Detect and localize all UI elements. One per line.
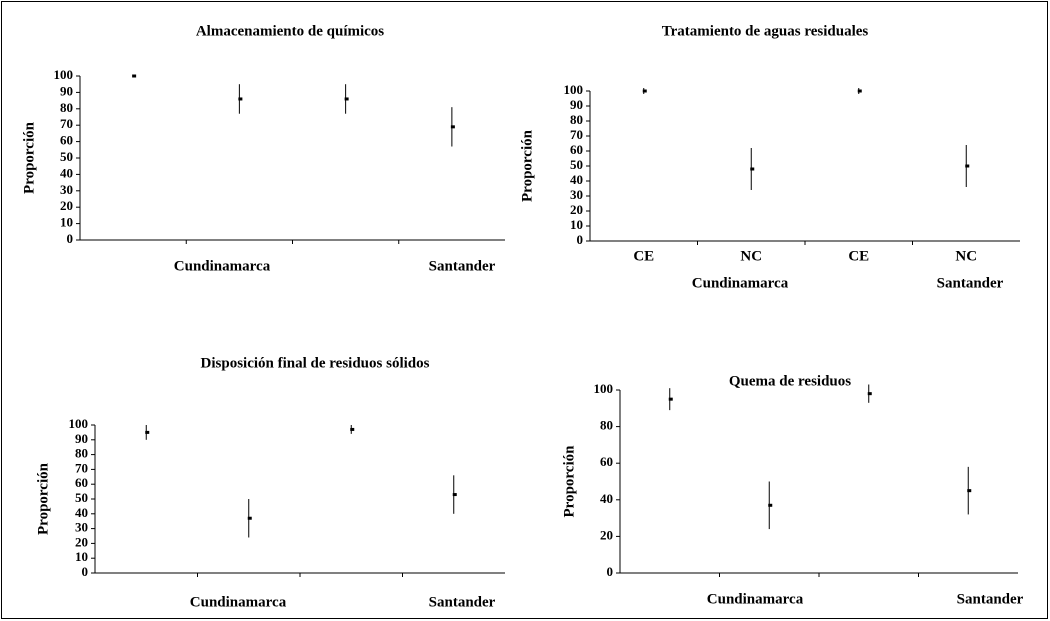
y-tick-label: 90 xyxy=(60,83,73,98)
point xyxy=(642,89,647,93)
y-tick-label: 30 xyxy=(60,182,73,197)
y-tick-label: 10 xyxy=(60,215,73,230)
point xyxy=(867,392,872,396)
y-axis-label: Proporción xyxy=(21,121,37,194)
y-tick-label: 80 xyxy=(75,446,88,461)
y-tick-label: 50 xyxy=(60,149,73,164)
point xyxy=(350,427,355,431)
point xyxy=(132,74,137,78)
chart-title: Tratamiento de aguas residuales xyxy=(662,23,869,39)
y-tick-label: 0 xyxy=(82,564,89,579)
y-tick-label: 60 xyxy=(60,133,73,148)
y-tick-label: 10 xyxy=(75,549,88,564)
y-tick-label: 40 xyxy=(570,172,583,187)
y-tick-label: 30 xyxy=(570,187,583,202)
group-label: Santander xyxy=(937,275,1004,291)
point xyxy=(247,516,252,520)
y-tick-label: 0 xyxy=(577,232,584,247)
y-tick-label: 70 xyxy=(60,116,73,131)
y-axis-label: Proporción xyxy=(519,129,535,202)
y-tick-label: 80 xyxy=(60,100,73,115)
x-tick-label: CE xyxy=(848,248,869,264)
y-tick-label: 70 xyxy=(570,127,583,142)
y-tick-label: 100 xyxy=(69,416,89,431)
y-tick-label: 80 xyxy=(570,112,583,127)
chart-title: Quema de residuos xyxy=(729,373,851,389)
group-label: Cundinamarca xyxy=(174,258,271,274)
y-tick-label: 20 xyxy=(75,534,88,549)
point xyxy=(857,89,862,93)
x-tick-label: NC xyxy=(740,248,762,264)
point xyxy=(238,97,243,101)
y-tick-label: 80 xyxy=(600,418,613,433)
group-label: Santander xyxy=(429,594,496,610)
y-tick-label: 60 xyxy=(75,475,88,490)
y-tick-label: 40 xyxy=(75,505,88,520)
y-tick-label: 50 xyxy=(75,490,88,505)
x-tick-label: NC xyxy=(955,248,977,264)
y-tick-label: 50 xyxy=(570,157,583,172)
x-tick-label: CE xyxy=(633,248,654,264)
y-tick-label: 0 xyxy=(607,564,614,579)
y-tick-label: 60 xyxy=(600,454,613,469)
y-tick-label: 90 xyxy=(75,431,88,446)
point xyxy=(452,493,457,497)
y-axis-label: Proporción xyxy=(35,462,51,535)
group-label: Cundinamarca xyxy=(692,275,789,291)
point xyxy=(450,125,455,129)
point xyxy=(344,97,349,101)
chart-title: Disposición final de residuos sólidos xyxy=(201,355,430,371)
y-tick-label: 0 xyxy=(67,231,74,246)
y-tick-label: 100 xyxy=(594,381,614,396)
chart-title: Almacenamiento de químicos xyxy=(196,23,384,39)
y-tick-label: 90 xyxy=(570,97,583,112)
group-label: Santander xyxy=(957,591,1024,607)
y-tick-label: 10 xyxy=(570,217,583,232)
y-tick-label: 60 xyxy=(570,142,583,157)
point xyxy=(668,397,673,401)
point xyxy=(965,164,970,168)
y-tick-label: 40 xyxy=(600,491,613,506)
group-label: Cundinamarca xyxy=(190,594,287,610)
group-label: Cundinamarca xyxy=(707,591,804,607)
y-tick-label: 30 xyxy=(75,520,88,535)
y-tick-label: 100 xyxy=(564,82,584,97)
y-tick-label: 20 xyxy=(600,527,613,542)
y-tick-label: 20 xyxy=(570,202,583,217)
point xyxy=(145,430,150,434)
group-label: Santander xyxy=(429,258,496,274)
y-tick-label: 70 xyxy=(75,460,88,475)
y-axis-label: Proporción xyxy=(561,445,577,518)
y-tick-label: 100 xyxy=(54,67,74,82)
point xyxy=(967,489,972,493)
point xyxy=(750,167,755,171)
point xyxy=(768,503,773,507)
y-tick-label: 40 xyxy=(60,165,73,180)
y-tick-label: 20 xyxy=(60,198,73,213)
